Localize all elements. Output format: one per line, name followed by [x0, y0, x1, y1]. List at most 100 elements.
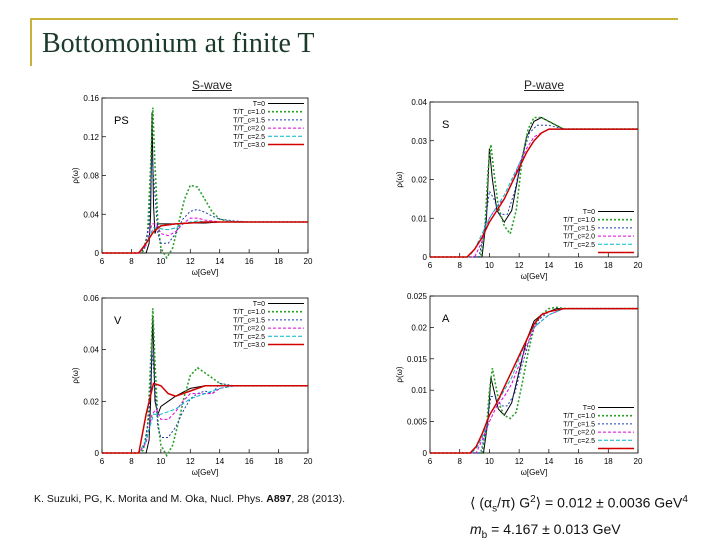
- y-tick-label: 0.04: [83, 346, 99, 355]
- y-tick-label: 0: [423, 253, 428, 262]
- series-line: [430, 128, 638, 258]
- x-tick-label: 14: [215, 257, 224, 266]
- legend-label: T/T_c=1.0: [563, 217, 595, 224]
- chart-s: 6 8 10 12 14 16 18 20 0 0.01 0.02 0.03 0.04 ω[GeV] ρ(ω…: [395, 98, 643, 281]
- x-tick-label: 10: [156, 457, 165, 466]
- series-line: [430, 307, 638, 454]
- legend-label: T/T_c=1.5: [563, 225, 595, 232]
- x-tick-label: 8: [129, 457, 134, 466]
- legend-label: T/T_c=1.0: [233, 109, 265, 116]
- panel-label: PS: [114, 115, 129, 127]
- y-axis-label: ρ(ω): [395, 171, 404, 187]
- y-tick-label: 0.08: [83, 172, 99, 181]
- legend-label: T/T_c=2.0: [233, 326, 265, 333]
- series-line: [430, 306, 638, 454]
- chart-ps: 6 8 10 12 14 16 18 20 0 0.04 0.08 0.12 0.16 ω[GeV] ρ(ω…: [71, 94, 313, 277]
- legend-label: T/T_c=2.0: [563, 234, 595, 241]
- x-tick-label: 20: [634, 457, 643, 466]
- x-tick-label: 16: [245, 457, 254, 466]
- x-tick-label: 14: [544, 261, 553, 270]
- legend-label: T/T_c=2.0: [563, 430, 595, 437]
- legend-label: T/T_c=2.0: [233, 126, 265, 133]
- x-tick-label: 16: [245, 257, 254, 266]
- x-tick-label: 18: [604, 261, 613, 270]
- citation-volume: A897: [266, 493, 292, 505]
- legend-label: T/T_c=3.0: [233, 342, 265, 349]
- legend-label: T/T_c=1.0: [233, 309, 265, 316]
- x-tick-label: 6: [100, 457, 105, 466]
- y-tick-label: 0.025: [407, 292, 428, 301]
- formula-condensate: ⟨ (αs/π) G2⟩ = 0.012 ± 0.0036 GeV4: [470, 490, 688, 519]
- plot-frame: [101, 297, 309, 454]
- plot-frame: [429, 101, 639, 258]
- x-tick-label: 8: [129, 257, 134, 266]
- y-axis-label: ρ(ω): [71, 167, 80, 183]
- chart-a: 6 8 10 12 14 16 18 20 0 0.005 0.01 0.015 0.02 0.025 ω[…: [395, 292, 643, 477]
- x-tick-label: 16: [574, 457, 583, 466]
- series-line: [102, 221, 308, 254]
- slide-title: Bottomonium at finite T: [42, 28, 315, 59]
- legend-label: T/T_c=2.5: [563, 438, 595, 445]
- legend-label: T/T_c=3.0: [233, 142, 265, 149]
- x-tick-label: 12: [186, 257, 195, 266]
- citation-pages: , 28 (2013).: [291, 493, 346, 505]
- legend-label: T/T_c=2.5: [563, 242, 595, 249]
- x-tick-label: 18: [274, 257, 283, 266]
- x-tick-label: 10: [156, 257, 165, 266]
- x-tick-label: 18: [274, 457, 283, 466]
- y-tick-label: 0.01: [411, 214, 427, 223]
- y-tick-label: 0.04: [411, 98, 427, 107]
- x-axis-label: ω[GeV]: [192, 468, 219, 477]
- panel-label: V: [114, 315, 122, 327]
- formula-sup: 2: [530, 494, 536, 505]
- y-tick-label: 0.12: [83, 133, 99, 142]
- y-axis-label: ρ(ω): [395, 366, 404, 382]
- y-tick-label: 0: [95, 449, 100, 458]
- mass-sub: b: [481, 530, 488, 542]
- legend-label: T/T_c=2.5: [233, 134, 265, 141]
- y-tick-label: 0.015: [407, 355, 428, 364]
- s-wave-label: S-wave: [192, 78, 233, 92]
- y-tick-label: 0: [423, 449, 428, 458]
- x-tick-label: 20: [304, 457, 313, 466]
- y-tick-label: 0.02: [411, 176, 427, 185]
- legend-label: T=0: [583, 209, 595, 216]
- mass-symbol: m: [470, 521, 482, 538]
- formula-exp: 4: [682, 494, 688, 505]
- x-tick-label: 14: [215, 457, 224, 466]
- y-tick-label: 0.04: [83, 210, 99, 219]
- y-tick-label: 0.005: [407, 418, 428, 427]
- x-tick-label: 6: [428, 457, 433, 466]
- y-tick-label: 0.02: [411, 323, 427, 332]
- mass-value: = 4.167 ± 0.013 GeV: [487, 521, 621, 538]
- x-axis-label: ω[GeV]: [521, 272, 548, 281]
- formula-mass: mb = 4.167 ± 0.013 GeV: [470, 519, 688, 546]
- x-tick-label: 8: [457, 261, 462, 270]
- y-axis-label: ρ(ω): [71, 367, 80, 383]
- plot-frame: [429, 295, 639, 454]
- y-tick-label: 0.06: [83, 294, 99, 303]
- title-frame-left: [30, 18, 32, 66]
- series-line: [430, 128, 638, 258]
- panel-label: S: [442, 119, 449, 131]
- legend-label: T/T_c=1.5: [233, 317, 265, 324]
- legend-label: T/T_c=1.5: [563, 421, 595, 428]
- plot-frame: [101, 97, 309, 254]
- x-tick-label: 10: [485, 261, 494, 270]
- formula: ⟨ (αs/π) G2⟩ = 0.012 ± 0.0036 GeV4 mb = …: [470, 490, 688, 546]
- citation-authors: K. Suzuki, PG, K. Morita and M. Oka, Nuc…: [34, 493, 267, 505]
- legend-label: T=0: [253, 301, 265, 308]
- x-tick-label: 12: [515, 457, 524, 466]
- series-line: [102, 385, 308, 454]
- formula-sub: s: [492, 503, 498, 515]
- legend-label: T/T_c=1.0: [563, 413, 595, 420]
- x-tick-label: 8: [457, 457, 462, 466]
- x-axis-label: ω[GeV]: [521, 468, 548, 477]
- citation: K. Suzuki, PG, K. Morita and M. Oka, Nuc…: [34, 493, 345, 505]
- series-line: [430, 116, 638, 258]
- formula-lhs: ⟨ (α: [470, 494, 493, 511]
- formula-rhs: ⟩ = 0.012 ± 0.0036 GeV: [535, 494, 683, 511]
- p-wave-label: P-wave: [524, 78, 565, 92]
- x-tick-label: 14: [544, 457, 553, 466]
- formula-mid: /π) G: [497, 494, 531, 511]
